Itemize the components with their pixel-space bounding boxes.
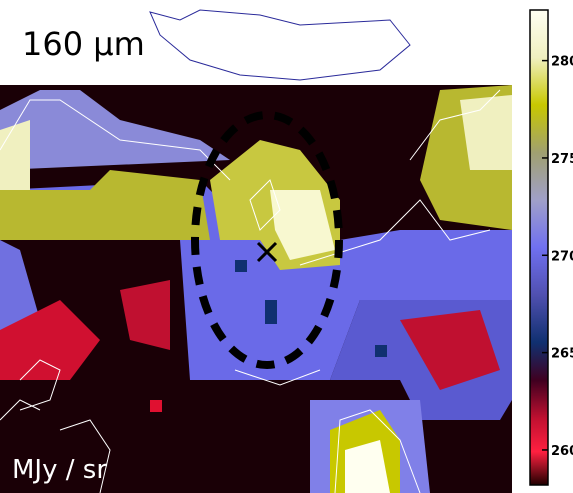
- unit-label: MJy / sr: [12, 455, 107, 485]
- map: 160 μm MJy / sr: [0, 9, 512, 493]
- colorbar-tick-label: 265: [551, 347, 573, 362]
- colorbar-tick-label: 260: [551, 444, 573, 459]
- colorbar-tick-label: 280: [551, 55, 573, 70]
- colorbar-tick-label: 275: [551, 152, 573, 167]
- band-label: 160 μm: [22, 25, 145, 63]
- colorbar-ticks: 260 265 270 275 280: [542, 55, 573, 459]
- colorbar: [529, 9, 549, 486]
- colorbar-tick-label: 270: [551, 249, 573, 264]
